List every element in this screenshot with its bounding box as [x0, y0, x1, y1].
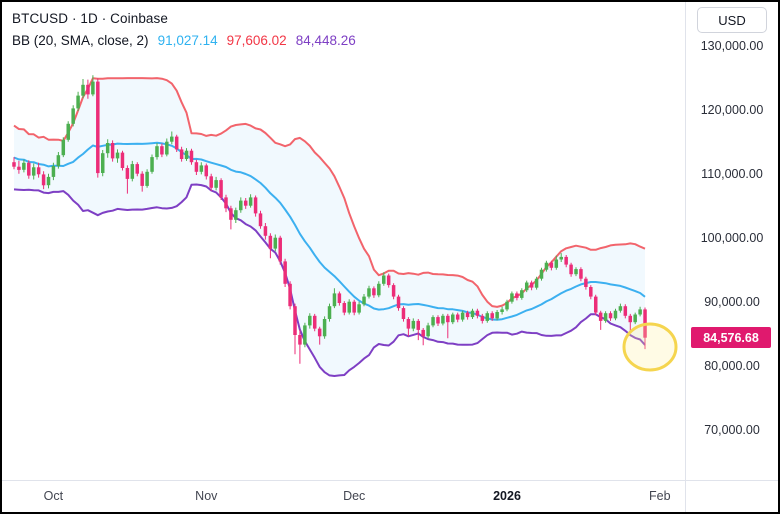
chart-canvas[interactable] [2, 2, 685, 480]
bb-lower-value: 84,448.26 [295, 33, 356, 48]
scale-corner-divider [685, 481, 686, 512]
time-axis-label: 2026 [493, 489, 521, 503]
bb-upper-value: 97,606.02 [226, 33, 287, 48]
price-axis-label: 130,000.00 [700, 39, 764, 53]
highlight-circle-annotation[interactable] [622, 322, 678, 372]
price-axis-label: 100,000.00 [700, 231, 764, 245]
price-axis-label: 120,000.00 [700, 103, 764, 117]
time-axis-label: Dec [343, 489, 366, 503]
time-axis-label: Nov [195, 489, 218, 503]
bb-lower-line [13, 183, 646, 377]
symbol-title[interactable]: BTCUSD · 1D · Coinbase [12, 11, 168, 26]
last-price-tag: 84,576.68 [691, 327, 771, 349]
indicator-legend: BB (20, SMA, close, 2) 91,027.14 97,606.… [12, 30, 356, 52]
candles-layer [12, 75, 647, 364]
candlestick-chart[interactable] [2, 2, 685, 480]
price-axis-label: 70,000.00 [704, 423, 760, 437]
time-axis-label: Oct [43, 489, 64, 503]
indicator-label[interactable]: BB (20, SMA, close, 2) [12, 33, 149, 48]
bb-basis-line [13, 141, 646, 321]
price-axis-label: 80,000.00 [704, 359, 760, 373]
time-scale[interactable]: Oct Nov Dec 2026 Feb [2, 480, 778, 512]
price-axis-label: 90,000.00 [704, 295, 760, 309]
price-axis-label: 110,000.00 [701, 167, 763, 181]
time-axis-label: Feb [649, 489, 671, 503]
chart-legend: BTCUSD · 1D · Coinbase BB (20, SMA, clos… [12, 8, 356, 52]
bb-basis-value: 91,027.14 [157, 33, 218, 48]
price-scale[interactable]: USD 130,000.00 120,000.00 110,000.00 100,00… [685, 2, 778, 480]
currency-button[interactable]: USD [697, 7, 767, 33]
bb-fill-area [14, 78, 645, 376]
